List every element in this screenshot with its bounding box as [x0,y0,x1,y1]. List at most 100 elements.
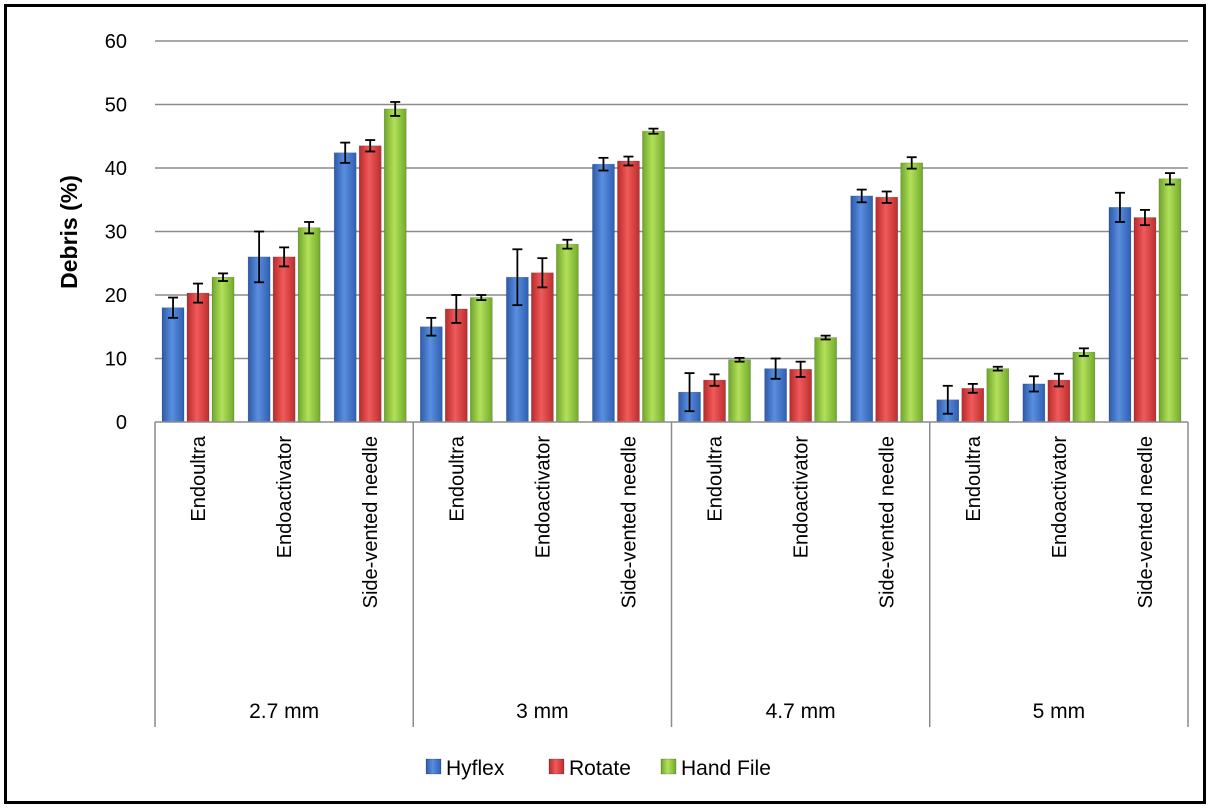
legend-item: Hyflex [425,757,505,780]
error-bar [967,382,978,394]
bar-rotate [358,145,382,423]
error-bar [734,356,745,363]
bar-hand-file [814,337,837,423]
error-bar [770,357,781,380]
bar-hand-file [383,108,407,423]
x-tick-label: Endoultra [705,435,727,521]
error-bar [365,139,376,153]
error-bar [1114,191,1125,223]
gridlines [155,40,1188,360]
bar-hand-file [297,227,321,423]
error-bar [906,156,917,170]
group-label: 5 mm [1033,700,1086,723]
error-bar [304,221,315,235]
error-bar [1078,347,1089,357]
error-bar [254,230,265,284]
x-tick-label: Endoactivator [532,436,554,559]
error-bar [1028,375,1039,393]
x-tick-label: Side-vented needle [360,436,382,608]
bar-hyflex [161,307,185,423]
error-bar [168,296,179,319]
y-tick-label: 40 [105,158,127,180]
error-bar [218,272,229,282]
error-bar [426,316,437,337]
error-bar [795,360,806,378]
error-bar [684,372,695,413]
error-bar [512,248,523,307]
y-tick-label: 30 [105,222,127,244]
y-tick-label: 20 [105,285,127,307]
error-bar [820,334,831,341]
x-tick-label: Endoultra [188,435,210,521]
legend-swatch [548,758,565,775]
x-tick-label: Endoactivator [1049,436,1071,559]
bar-hand-file [986,368,1010,423]
error-bar [1139,209,1150,227]
y-tick-label: 50 [105,95,127,117]
y-tick-label: 60 [105,31,127,53]
bar-hyflex [850,195,874,423]
bar-rotate [272,256,296,423]
bar-rotate [1133,217,1157,423]
bar-hand-file [642,130,665,423]
error-bar [1053,372,1064,388]
bar-rotate [444,308,468,423]
bar-rotate [875,196,899,423]
bar-hand-file [556,243,579,423]
group-label: 4.7 mm [766,700,836,723]
bar-hyflex [1108,207,1132,423]
bar-hyflex [592,163,615,423]
legend-label: Hand File [681,757,771,780]
legend-item: Rotate [548,757,631,780]
x-axis: Endoultra Endoactivator Side-vented needle… [154,421,1189,727]
bar-rotate [617,160,640,423]
error-bar [562,238,573,250]
group-label: 3 mm [516,700,569,723]
error-bars [168,101,1175,415]
bar-rotate [186,292,210,423]
bar-hyflex [333,152,357,423]
error-bar [193,282,204,304]
error-bar [992,365,1003,372]
y-tick-label: 0 [116,412,127,434]
error-bar [340,141,351,164]
bar-hand-file [900,162,924,423]
error-bar [537,257,548,289]
bar-hand-file [211,276,235,423]
group-label: 2.7 mm [249,700,319,723]
error-bar [451,294,462,324]
y-axis: 0 10 20 30 40 50 60 [105,31,127,434]
error-bar [709,373,720,387]
error-bar [598,156,609,172]
x-tick-label: Endoultra [963,435,985,521]
legend-item: Hand File [660,757,771,780]
error-bar [648,127,659,135]
legend-label: Hyflex [446,757,505,780]
error-bar [942,384,953,415]
error-bar [1164,172,1175,186]
bar-hand-file [469,297,493,423]
error-bar [623,155,634,167]
bar-hand-file [1072,351,1096,423]
x-tick-label: Endoactivator [791,436,813,559]
bar-rotate [531,272,554,423]
bar-hyflex [419,326,443,423]
x-tick-label: Endoactivator [274,436,296,559]
y-tick-label: 10 [105,349,127,371]
error-bar [390,101,401,117]
legend: Hyflex Rotate Hand File [425,757,771,780]
x-tick-label: Side-vented needle [877,436,899,608]
x-tick-label: Endoultra [446,435,468,521]
bar-hand-file [1158,178,1182,423]
x-tick-label: Side-vented needle [618,436,640,608]
legend-swatch [425,758,442,775]
error-bar [856,188,867,204]
bars [161,108,1182,423]
legend-swatch [660,758,677,775]
legend-label: Rotate [569,757,631,780]
y-axis-label: Debris (%) [56,175,82,289]
error-bar [279,246,290,268]
error-bar [476,294,487,301]
error-bar [881,190,892,204]
